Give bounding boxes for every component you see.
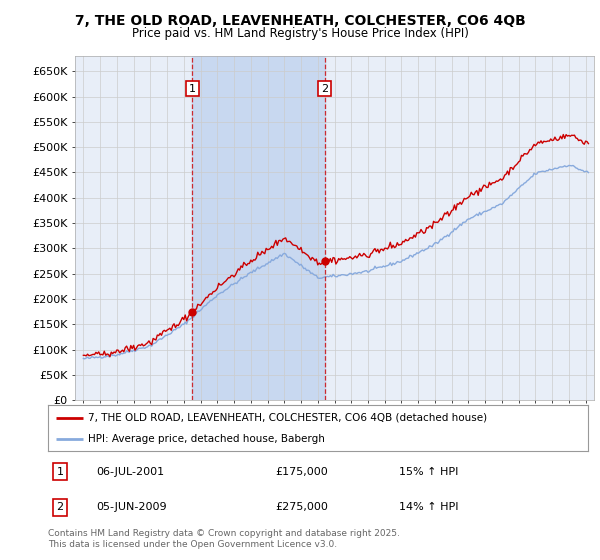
Text: 1: 1: [56, 467, 64, 477]
Bar: [193, 56, 325, 400]
Text: HPI: Average price, detached house, Babergh: HPI: Average price, detached house, Babe…: [89, 435, 325, 444]
Text: This data is licensed under the Open Government Licence v3.0.: This data is licensed under the Open Gov…: [48, 540, 337, 549]
Text: £175,000: £175,000: [275, 467, 328, 477]
Text: 2: 2: [56, 502, 64, 512]
Text: 7, THE OLD ROAD, LEAVENHEATH, COLCHESTER, CO6 4QB (detached house): 7, THE OLD ROAD, LEAVENHEATH, COLCHESTER…: [89, 413, 488, 423]
Text: Contains HM Land Registry data © Crown copyright and database right 2025.: Contains HM Land Registry data © Crown c…: [48, 529, 400, 538]
Text: Price paid vs. HM Land Registry's House Price Index (HPI): Price paid vs. HM Land Registry's House …: [131, 27, 469, 40]
Text: 15% ↑ HPI: 15% ↑ HPI: [399, 467, 458, 477]
Text: 05-JUN-2009: 05-JUN-2009: [97, 502, 167, 512]
Text: £275,000: £275,000: [275, 502, 328, 512]
Text: 7, THE OLD ROAD, LEAVENHEATH, COLCHESTER, CO6 4QB: 7, THE OLD ROAD, LEAVENHEATH, COLCHESTER…: [74, 14, 526, 28]
Text: 2: 2: [321, 83, 328, 94]
Text: 06-JUL-2001: 06-JUL-2001: [97, 467, 165, 477]
Text: 1: 1: [189, 83, 196, 94]
Text: 14% ↑ HPI: 14% ↑ HPI: [399, 502, 458, 512]
